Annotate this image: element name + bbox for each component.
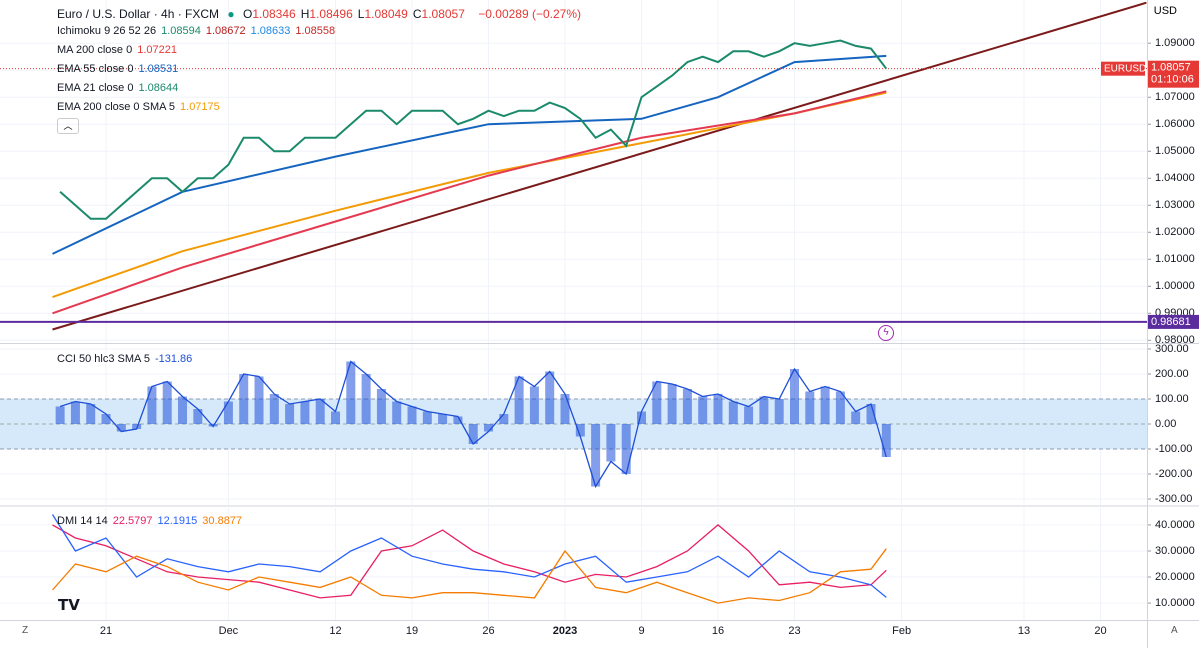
ohlc: O1.08346 H1.08496 L1.08049 C1.08057 [243, 7, 470, 21]
countdown-label: 01:10:06 [1151, 74, 1194, 86]
ohlc-value: 1.08346 [252, 7, 296, 21]
series-line [59, 39, 888, 220]
indicator-name: EMA 21 close 0 [57, 82, 134, 94]
ohlc-label: C [412, 7, 422, 21]
y-tick-label: 1.00000 [1155, 280, 1195, 292]
y-tick-label: -100.00 [1155, 443, 1192, 455]
hline-tag [1147, 314, 1199, 329]
status-dot: ● [227, 7, 235, 21]
dmi-value: 30.8877 [202, 515, 243, 527]
x-tick-label: 21 [100, 625, 112, 637]
y-tick-label: 1.07000 [1155, 91, 1195, 103]
x-tick-label: Feb [892, 625, 911, 637]
indicator-value: 1.08672 [205, 25, 246, 37]
y-tick-label: 30.0000 [1155, 545, 1195, 557]
indicator-row: Ichimoku 9 26 52 26 1.08594 1.08672 1.08633… [57, 25, 340, 37]
y-tick-label: -300.00 [1155, 493, 1192, 505]
alert-icon[interactable]: ϟ [878, 325, 894, 341]
x-tick-label: 26 [482, 625, 494, 637]
change: −0.00289 (−0.27%) [478, 7, 582, 21]
x-tick-label: 19 [406, 625, 418, 637]
cci-name: CCI 50 hlc3 SMA 5 [57, 353, 150, 365]
y-tick-label: 20.0000 [1155, 571, 1195, 583]
indicator-name: EMA 55 close 0 [57, 63, 134, 75]
y-tick-label: 1.04000 [1155, 172, 1195, 184]
cci-legend: CCI 50 hlc3 SMA 5 -131.86 [57, 353, 197, 365]
ohlc-label: L [357, 7, 365, 21]
series-line [59, 360, 887, 489]
y-tick-label: 1.05000 [1155, 145, 1195, 157]
collapse-button[interactable]: ︿ [57, 118, 79, 134]
x-tick-label: 20 [1094, 625, 1106, 637]
symbol-label: EURUSD [1104, 63, 1146, 74]
x-tick-label: Dec [219, 625, 239, 637]
cci-value: -131.86 [154, 353, 193, 365]
currency: USD [1153, 5, 1177, 17]
hline-label: 0.98681 [1151, 316, 1191, 328]
y-tick-label: 1.01000 [1155, 253, 1195, 265]
y-tick-label: -200.00 [1155, 468, 1192, 480]
x-tick-label: 12 [329, 625, 341, 637]
indicator-value: 1.08633 [250, 25, 291, 37]
y-tick-label: 300.00 [1155, 343, 1189, 355]
y-tick-label: 10.0000 [1155, 597, 1195, 609]
indicator-row: EMA 21 close 0 1.08644 [57, 82, 183, 94]
indicator-name: MA 200 close 0 [57, 44, 133, 56]
dmi-value: 22.5797 [112, 515, 153, 527]
dmi-name: DMI 14 14 [57, 515, 108, 527]
dmi-values: 22.5797 12.1915 30.8877 [113, 515, 247, 527]
zoom-button[interactable]: Z [22, 625, 29, 636]
plot-bg [0, 0, 1147, 620]
symbol-header: Euro / U.S. Dollar · 4h · FXCM ● O1.0834… [57, 7, 586, 21]
y-tick-label: 1.06000 [1155, 118, 1195, 130]
y-tick-label: 40.0000 [1155, 519, 1195, 531]
ohlc-value: 1.08057 [421, 7, 465, 21]
price-tag [1147, 60, 1199, 88]
y-tick-label: 1.09000 [1155, 37, 1195, 49]
ohlc-value: 1.08496 [309, 7, 353, 21]
indicator-value: 1.08531 [138, 63, 179, 75]
y-tick-label: 100.00 [1155, 393, 1189, 405]
indicator-name: EMA 200 close 0 SMA 5 [57, 101, 176, 113]
ohlc-label: H [300, 7, 310, 21]
x-tick-label: 13 [1018, 625, 1030, 637]
tv-logo: TV [58, 596, 80, 614]
indicator-row: MA 200 close 0 1.07221 [57, 44, 182, 56]
series-line [52, 548, 887, 604]
indicator-name: Ichimoku 9 26 52 26 [57, 25, 157, 37]
series-line [52, 90, 887, 315]
symbol-title: Euro / U.S. Dollar · 4h · FXCM [57, 7, 220, 21]
x-tick-label: 2023 [553, 625, 577, 637]
y-tick-label: 0.00 [1155, 418, 1176, 430]
y-tick-label: 1.02000 [1155, 226, 1195, 238]
indicator-value: 1.07221 [137, 44, 177, 56]
series-line [52, 524, 887, 599]
indicator-row: EMA 200 close 0 SMA 5 1.07175 [57, 101, 225, 113]
indicator-row: EMA 55 close 0 1.08531 [57, 63, 183, 75]
price-label: 1.08057 [1151, 62, 1191, 74]
y-tick-label: 1.03000 [1155, 199, 1195, 211]
series-line [51, 514, 887, 598]
series-line [52, 1, 1147, 331]
series-line [52, 54, 887, 255]
y-tick-label: 200.00 [1155, 368, 1189, 380]
ohlc-label: O [242, 7, 253, 21]
dmi-legend: DMI 14 14 22.5797 12.1915 30.8877 [57, 515, 252, 527]
x-tick-label: 16 [712, 625, 724, 637]
indicator-value: 1.08594 [161, 25, 201, 37]
auto-button[interactable]: A [1171, 625, 1178, 636]
indicator-value: 1.07175 [180, 101, 220, 113]
ohlc-value: 1.08049 [364, 7, 408, 21]
x-tick-label: 9 [638, 625, 644, 637]
dmi-value: 12.1915 [157, 515, 198, 527]
symbol-tag [1101, 61, 1145, 76]
indicator-value: 1.08644 [138, 82, 179, 94]
indicator-value: 1.08558 [295, 25, 336, 37]
x-tick-label: 23 [788, 625, 800, 637]
